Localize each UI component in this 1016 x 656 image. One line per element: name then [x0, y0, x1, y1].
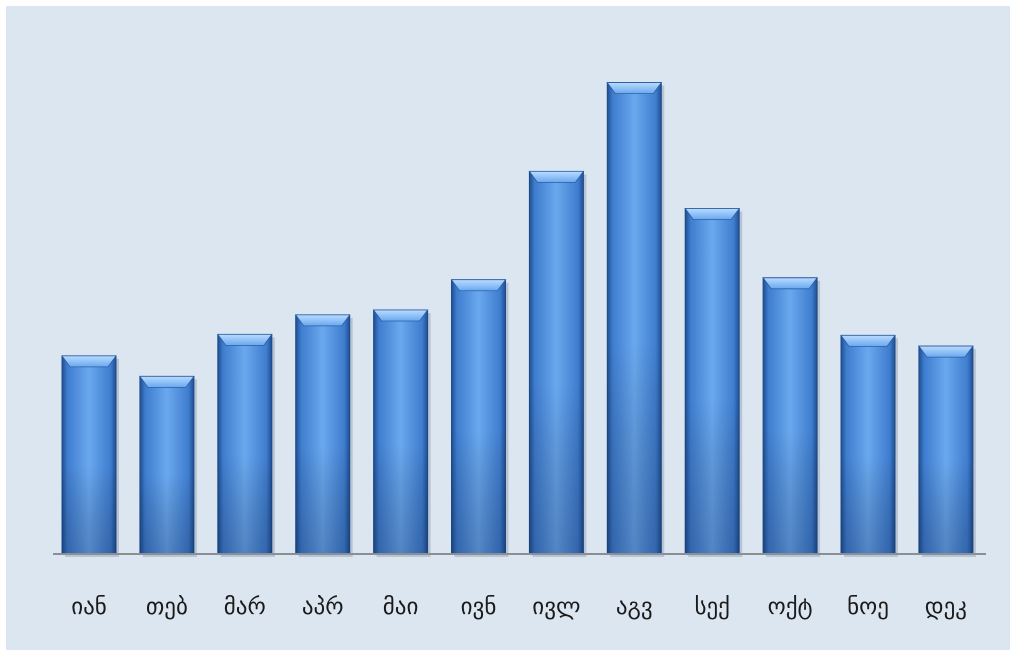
bar-cap: [684, 208, 740, 220]
bar-cap: [762, 277, 818, 290]
bar-shade: [373, 444, 428, 554]
bar-shade: [451, 430, 506, 554]
bar-cap: [606, 82, 663, 94]
bar-shade: [607, 341, 662, 554]
bar-10: [762, 277, 821, 557]
bar-2: [139, 375, 197, 557]
bar-cap: [139, 375, 195, 388]
bar-cap: [372, 309, 429, 322]
bars-layer: [61, 82, 976, 557]
x-tick-labels: იან თებ მარ აპრ მაი ივნ ივლ აგვ სექ ოქტ ნოე დეკ: [71, 594, 967, 620]
bar-shade: [918, 460, 973, 554]
bar-1: [61, 355, 119, 557]
bar-shade: [139, 474, 194, 554]
bar-6: [450, 279, 509, 557]
x-tick-label: ნოე: [847, 594, 889, 620]
x-tick-label: მარ: [224, 594, 266, 620]
bar-cap: [450, 279, 507, 292]
x-tick-label: დეკ: [925, 594, 967, 620]
bar-5: [372, 309, 431, 557]
bar-7: [528, 170, 587, 557]
x-tick-label: სექ: [694, 594, 730, 620]
bar-cap: [217, 333, 273, 346]
x-tick-label: აპრ: [302, 594, 344, 620]
bar-cap: [61, 355, 117, 368]
x-tick-label: იან: [71, 594, 107, 620]
bar-shade: [295, 446, 350, 554]
x-tick-label: ივლ: [532, 594, 580, 620]
bar-shade: [841, 455, 895, 554]
bar-cap: [294, 314, 351, 327]
x-tick-label: ივნ: [461, 594, 497, 620]
bar-11: [840, 334, 898, 557]
bar-cap: [528, 171, 585, 183]
x-tick-label: ოქტ: [768, 594, 813, 620]
bar-12: [918, 345, 976, 557]
x-tick-label: თებ: [146, 594, 188, 620]
bar-chart: იან თებ მარ აპრ მაი ივნ ივლ აგვ სექ ოქტ ნოე დეკ: [53, 82, 986, 620]
bar-shade: [529, 381, 584, 554]
chart-frame: იან თებ მარ აპრ მაი ივნ ივლ აგვ სექ ოქტ ნოე დეკ: [6, 6, 1010, 650]
bar-cap: [840, 334, 896, 347]
bar-shade: [217, 455, 272, 554]
bar-9: [684, 207, 743, 557]
bar-4: [294, 314, 353, 557]
x-tick-label: მაი: [383, 594, 419, 620]
bar-3: [217, 333, 275, 557]
bar-shade: [62, 464, 116, 554]
bar-shade: [763, 429, 818, 554]
bar-8: [606, 82, 665, 557]
bar-shade: [685, 398, 740, 554]
x-tick-label: აგვ: [616, 594, 653, 620]
bar-cap: [918, 345, 974, 358]
